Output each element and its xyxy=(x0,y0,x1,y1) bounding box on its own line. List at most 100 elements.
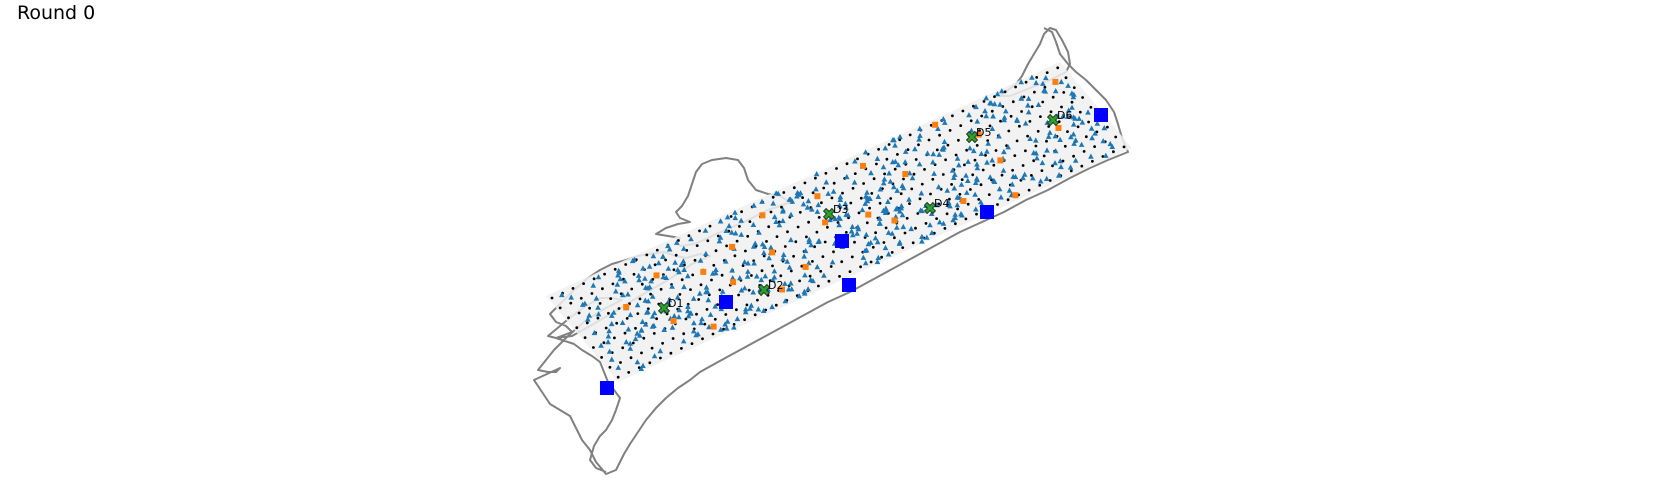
demand-point xyxy=(776,222,783,228)
demand-point xyxy=(640,265,646,271)
demand-point xyxy=(771,274,778,280)
demand-point xyxy=(1056,172,1062,178)
demand-point xyxy=(876,215,883,221)
demand-point xyxy=(892,142,898,148)
demand-point xyxy=(964,189,970,195)
candidate-site xyxy=(960,198,967,204)
grid-point xyxy=(924,222,928,225)
demand-point xyxy=(644,309,650,315)
demand-point xyxy=(615,364,622,370)
demand-point xyxy=(1070,121,1077,127)
grid-point xyxy=(1060,105,1063,109)
candidate-site xyxy=(932,121,939,128)
demand-point xyxy=(713,266,719,272)
demand-point xyxy=(606,328,612,334)
grid-point xyxy=(592,346,595,349)
grid-point xyxy=(859,196,863,200)
grid-point xyxy=(814,176,817,180)
grid-point xyxy=(748,220,752,224)
grid-point xyxy=(1024,80,1028,84)
demand-point xyxy=(1027,135,1033,141)
grid-point xyxy=(671,337,675,340)
grid-point xyxy=(1024,149,1027,153)
demand-point xyxy=(788,286,795,292)
demand-point xyxy=(1003,108,1009,114)
grid-point xyxy=(1091,159,1094,163)
demand-point xyxy=(945,199,952,205)
demand-point xyxy=(729,267,735,273)
demand-point xyxy=(672,259,678,265)
grid-point xyxy=(1056,66,1060,70)
grid-point xyxy=(944,158,947,162)
demand-point xyxy=(1021,171,1028,177)
demand-point xyxy=(649,293,656,299)
demand-point xyxy=(860,254,867,260)
demand-point xyxy=(984,159,990,165)
demand-point xyxy=(989,157,995,163)
demand-point xyxy=(1045,133,1052,139)
grid-point xyxy=(669,351,673,355)
demand-point xyxy=(916,136,922,142)
depot-label: D1 xyxy=(668,297,683,310)
demand-point xyxy=(844,173,850,180)
demand-point xyxy=(814,208,821,214)
demand-point xyxy=(1033,79,1039,86)
grid-point xyxy=(672,268,676,272)
grid-point xyxy=(659,287,663,291)
grid-point xyxy=(769,210,773,214)
demand-point xyxy=(941,144,947,150)
grid-point xyxy=(711,332,715,336)
grid-point xyxy=(720,273,724,277)
grid-point xyxy=(803,181,807,185)
demand-point xyxy=(1058,78,1065,85)
depot-label: D3 xyxy=(833,203,848,216)
demand-point xyxy=(780,255,786,261)
demand-point xyxy=(681,266,687,272)
demand-point xyxy=(917,207,924,213)
demand-point xyxy=(780,217,786,224)
grid-point xyxy=(801,196,804,200)
demand-point xyxy=(635,272,642,278)
grid-point xyxy=(603,272,606,276)
demand-point xyxy=(1012,173,1019,180)
grid-point xyxy=(893,236,896,240)
demand-point xyxy=(741,285,748,291)
grid-point xyxy=(1082,150,1086,153)
demand-point xyxy=(678,261,685,268)
grid-point xyxy=(1047,125,1051,128)
demand-point xyxy=(951,185,958,191)
demand-point xyxy=(1039,159,1046,166)
demand-point xyxy=(988,100,994,106)
demand-point xyxy=(897,208,903,214)
grid-point xyxy=(613,336,616,340)
candidate-site xyxy=(975,131,982,138)
demand-point xyxy=(1001,114,1008,120)
grid-point xyxy=(792,254,795,258)
demand-point xyxy=(605,339,611,345)
demand-point xyxy=(706,324,712,330)
demand-point xyxy=(930,159,936,165)
demand-point xyxy=(1043,74,1049,81)
demand-point xyxy=(954,155,961,161)
grid-point xyxy=(698,229,701,233)
grid-point xyxy=(1062,91,1066,94)
grid-point xyxy=(951,114,954,118)
demand-point xyxy=(958,181,965,187)
grid-point xyxy=(1015,139,1019,143)
grid-point xyxy=(640,351,643,355)
grid-point xyxy=(841,191,844,195)
demand-point xyxy=(1101,125,1108,131)
demand-point xyxy=(629,257,636,264)
grid-point xyxy=(969,188,972,191)
demand-point xyxy=(1052,148,1059,154)
demand-point xyxy=(1072,157,1079,163)
demand-point xyxy=(796,293,802,299)
demand-point xyxy=(815,238,822,244)
grid-point xyxy=(1035,76,1039,79)
grid-point xyxy=(653,263,657,267)
demand-point xyxy=(1025,95,1032,101)
grid-point xyxy=(585,321,589,325)
grid-point xyxy=(935,217,938,221)
demand-point xyxy=(1030,175,1036,181)
demand-point xyxy=(669,283,675,289)
